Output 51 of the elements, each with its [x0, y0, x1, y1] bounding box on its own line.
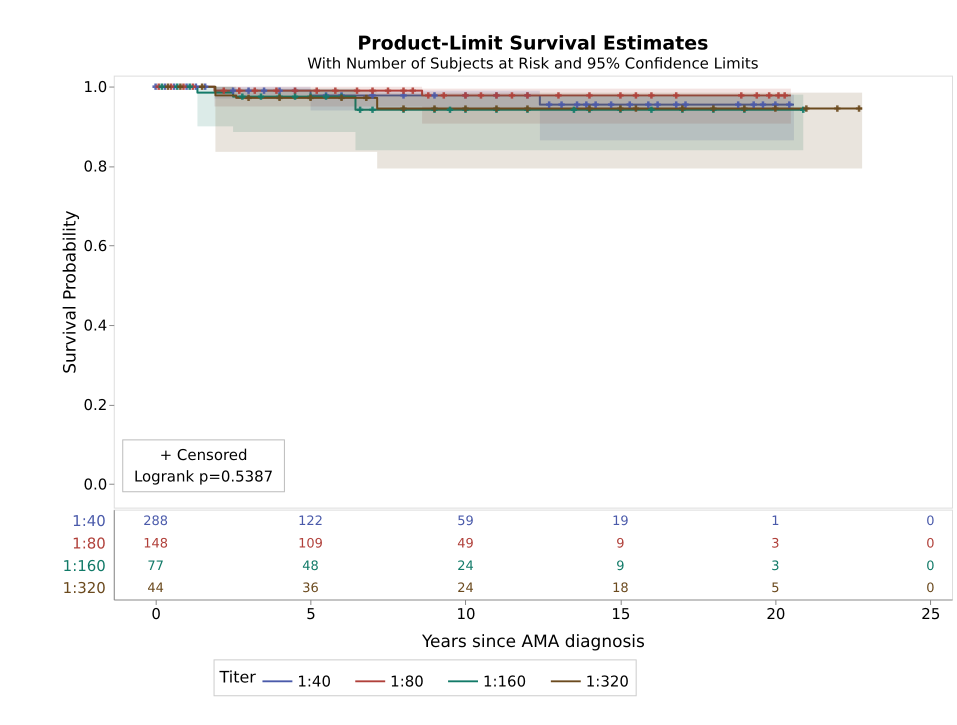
y-tick-label: 0.2	[83, 396, 108, 414]
data-label: 19	[612, 514, 629, 529]
data-label: 0	[926, 514, 934, 529]
x-tick-label: 15	[611, 604, 630, 623]
annotation: + Censored	[160, 446, 248, 464]
data-label: 9	[616, 558, 625, 574]
annotation: Logrank p=0.5387	[134, 468, 274, 486]
y-tick-label: 0.4	[83, 316, 108, 334]
data-label: 24	[457, 581, 474, 596]
y-tick-label: 1:160	[62, 556, 106, 575]
legend-label: 1:40	[297, 672, 331, 690]
chart-title: Product-Limit Survival Estimates	[357, 32, 708, 55]
y-axis-title: Survival Probability	[59, 210, 80, 374]
data-label: 3	[771, 558, 780, 574]
data-label: 9	[616, 536, 625, 552]
legend-label: 1:320	[586, 672, 629, 690]
chart-subtitle: With Number of Subjects at Risk and 95% Confidence Limits	[307, 54, 759, 73]
data-label: 0	[926, 536, 934, 552]
y-tick-label: 1:80	[72, 534, 106, 552]
x-tick-label: 10	[456, 604, 476, 623]
data-label: 122	[298, 514, 323, 529]
x-tick-label: 25	[921, 604, 940, 623]
legend-label: 1:160	[482, 672, 526, 690]
data-label: 288	[143, 514, 168, 529]
legend-title: Titer	[218, 667, 256, 686]
y-tick-label: 1.0	[83, 78, 108, 96]
y-tick-label: 0.8	[83, 158, 108, 176]
data-label: 77	[147, 558, 164, 574]
data-label: 18	[612, 581, 629, 596]
data-label: 36	[302, 581, 319, 596]
data-label: 24	[457, 558, 474, 574]
data-label: 0	[926, 581, 934, 596]
x-axis-title: Years since AMA diagnosis	[420, 630, 645, 651]
legend-label: 1:80	[390, 672, 424, 690]
data-label: 44	[147, 581, 164, 596]
data-label: 59	[457, 514, 474, 529]
data-label: 0	[926, 558, 934, 574]
y-tick-label: 1:40	[72, 512, 106, 530]
data-label: 1	[771, 514, 780, 529]
x-tick-label: 0	[151, 604, 161, 623]
data-label: 3	[771, 536, 780, 552]
data-label: 148	[143, 536, 168, 552]
data-label: 5	[771, 581, 780, 596]
y-tick-label: 0.0	[83, 475, 108, 494]
x-tick-label: 20	[766, 604, 786, 623]
x-tick-label: 5	[306, 604, 316, 623]
data-label: 109	[298, 536, 323, 552]
y-tick-label: 0.6	[83, 237, 108, 256]
data-label: 48	[302, 558, 319, 574]
data-label: 49	[457, 536, 474, 552]
y-tick-label: 1:320	[62, 579, 106, 598]
